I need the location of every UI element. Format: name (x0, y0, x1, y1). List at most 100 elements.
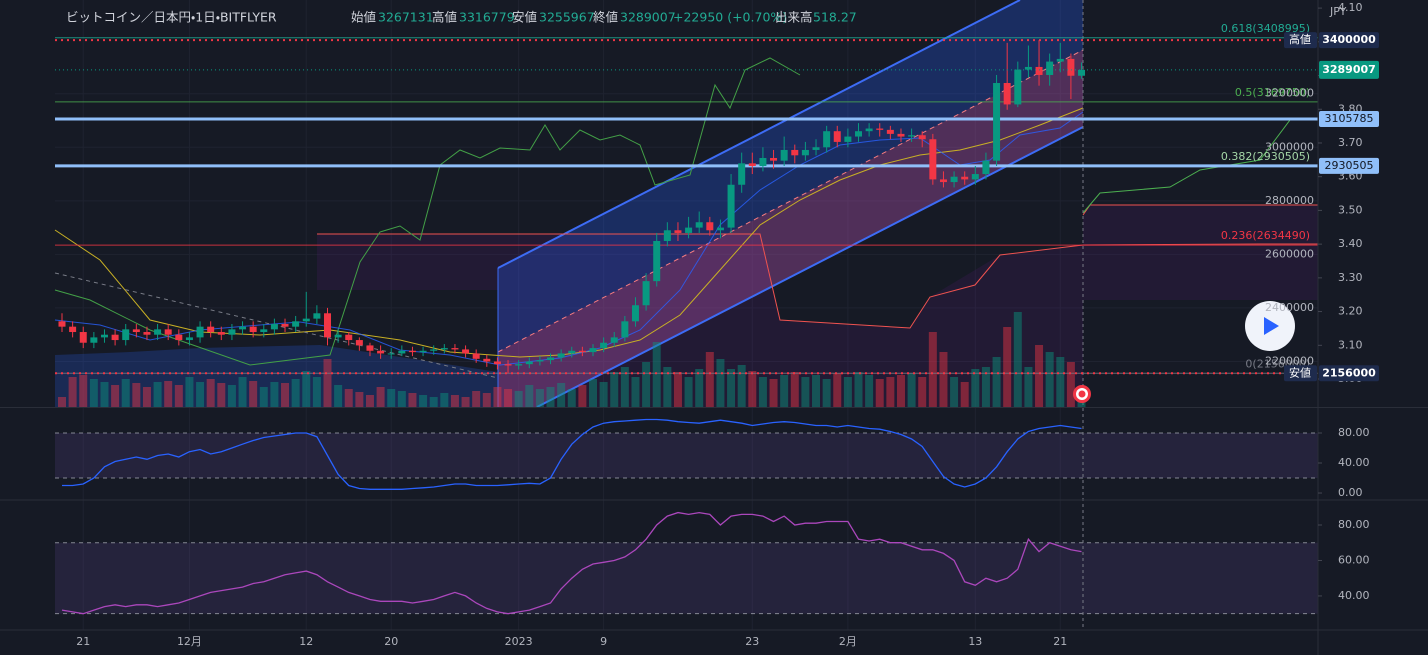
y-tick-label: 3200000 (1265, 87, 1314, 100)
candle-body (833, 131, 841, 142)
price-tag-label: 2156000 (1322, 366, 1376, 379)
volume-bar (387, 389, 396, 407)
x-tick-label: 21 (76, 635, 90, 648)
volume-bar (833, 373, 842, 407)
y2-tick-label: 3.10 (1338, 338, 1363, 351)
y-tick-label: 2200000 (1265, 354, 1314, 367)
candle-body (154, 329, 162, 335)
candle-body (1024, 66, 1032, 70)
volume-bar (1056, 357, 1065, 407)
grid (55, 0, 1318, 630)
x-tick-label: 9 (600, 635, 607, 648)
candle-body (823, 131, 831, 148)
x-tick-label: 23 (745, 635, 759, 648)
candle-body (578, 350, 586, 353)
volume-bar (769, 379, 778, 407)
volume-bar (1066, 362, 1075, 407)
record-dot[interactable] (1078, 390, 1086, 398)
candle-body (345, 334, 353, 341)
fib-label: 0.5(3169750) (1235, 86, 1310, 99)
volume-bar (514, 391, 523, 407)
candle-body (738, 163, 746, 185)
candle-body (621, 321, 629, 338)
candle-body (759, 157, 767, 167)
y-tick-label: 2400000 (1265, 301, 1314, 314)
candle-body (260, 329, 268, 333)
candle-body (801, 149, 809, 156)
volume-bar (875, 379, 884, 407)
volume-bar (631, 377, 640, 407)
header-change: +22950 (+0.70%) (673, 10, 787, 25)
volume-bar (812, 375, 821, 407)
indicator-line (317, 233, 1084, 329)
y-tick-label: 0.00 (1338, 486, 1363, 499)
price-tag (1319, 32, 1379, 49)
candle-body (69, 326, 77, 333)
candle-body (430, 349, 438, 351)
price-tag-label: 2930505 (1325, 159, 1374, 172)
volume-bar (684, 377, 693, 407)
volume-bar (249, 381, 258, 407)
volume-bar (1003, 327, 1012, 407)
header-label: 始値 (351, 10, 376, 25)
record-button[interactable] (1073, 385, 1091, 403)
candle-body (228, 329, 236, 335)
y-tick-label: 40.00 (1338, 589, 1370, 602)
volume-bar (620, 367, 629, 407)
volume-bar (652, 342, 661, 407)
y-tick-label: 80.00 (1338, 518, 1370, 531)
volume-bar (578, 385, 587, 407)
indicator-line (62, 418, 1082, 490)
candle-body (132, 329, 140, 333)
candle-body (313, 313, 321, 319)
y2-tick-label: 3.40 (1338, 237, 1363, 250)
candle-body (398, 350, 406, 354)
volume-bar (928, 332, 937, 407)
x-tick-label: 2023 (505, 635, 533, 648)
volume-bar (1035, 345, 1044, 407)
volume-bar (758, 377, 767, 407)
x-tick-label: 21 (1053, 635, 1067, 648)
volume-bar (599, 382, 608, 407)
candle-body (58, 321, 66, 327)
channel-midline (497, 49, 1084, 353)
volume-bar (142, 387, 151, 407)
volume-bar (111, 385, 120, 407)
price-tag (1319, 157, 1379, 174)
volume-bar (822, 379, 831, 407)
candle-body (865, 128, 873, 132)
candle-body (462, 349, 470, 354)
channel-fill (498, 50, 1083, 407)
volume-bar (281, 383, 290, 407)
volume-bar (1024, 367, 1033, 407)
header-label: 高値 (432, 10, 457, 25)
lagging-line (54, 57, 801, 366)
candle-body (270, 323, 278, 330)
candle-body (472, 353, 480, 359)
candle-body (1003, 83, 1011, 105)
candle-body (908, 135, 916, 137)
volume-bar (727, 369, 736, 407)
volume-bar (461, 397, 470, 407)
plot: 0.618(3408995) 0.5(3169750) 0.382(2930505)… (55, 22, 1318, 615)
volume-bar (440, 393, 449, 407)
candle-body (185, 337, 193, 341)
volume-bar (472, 391, 481, 407)
candle-body (695, 222, 703, 228)
price-tag-label: 3400000 (1322, 33, 1376, 46)
volume-bar (546, 387, 555, 407)
header-label: 出来高 (775, 10, 813, 25)
indicator-line (61, 511, 1082, 615)
play-button[interactable] (1245, 301, 1295, 351)
play-icon[interactable] (1264, 317, 1279, 335)
fib-label: 0.236(2634490) (1221, 229, 1310, 242)
volume-bar (334, 385, 343, 407)
volume-bar (185, 377, 194, 407)
candle-body (653, 240, 661, 282)
candle-body (387, 353, 395, 355)
candle-body (175, 334, 183, 341)
candle-body (525, 361, 533, 365)
candle-body (196, 326, 204, 338)
candle-body (79, 332, 87, 343)
